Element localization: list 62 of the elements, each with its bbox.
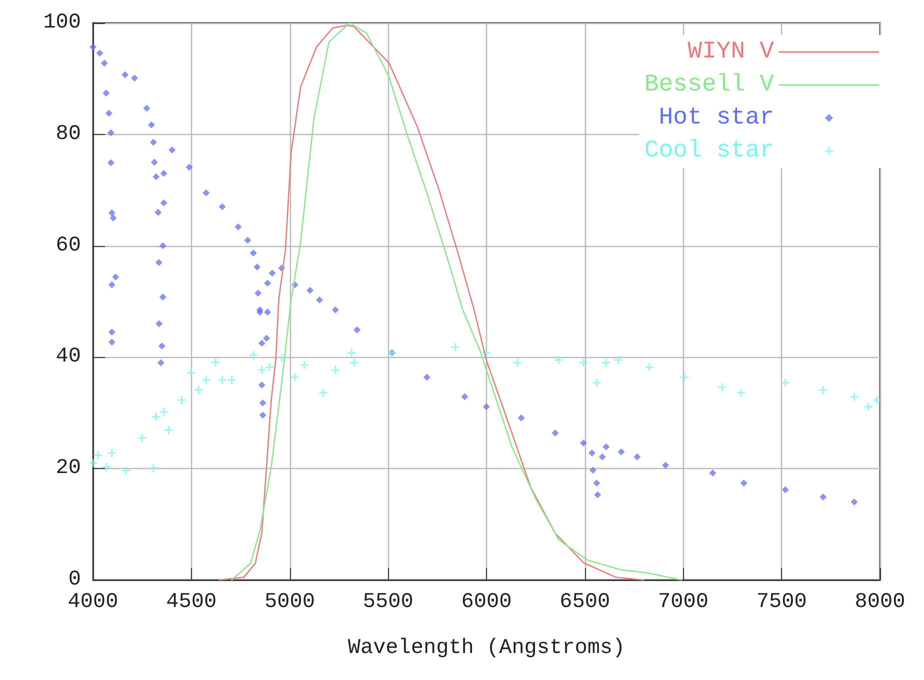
point xyxy=(850,392,858,401)
point xyxy=(94,451,102,460)
point xyxy=(108,449,116,458)
point xyxy=(781,378,790,387)
point xyxy=(451,343,460,352)
y-tick-label: 100 xyxy=(43,12,81,34)
point xyxy=(554,356,563,364)
x-axis-title: Wavelength (Angstroms) xyxy=(348,637,626,660)
y-tick-label: 20 xyxy=(56,457,81,480)
point xyxy=(202,376,210,384)
x-tick-label: 7000 xyxy=(658,591,708,614)
point xyxy=(138,434,146,442)
point xyxy=(645,363,654,372)
point xyxy=(580,358,588,367)
point xyxy=(122,466,130,474)
point xyxy=(149,464,158,472)
point xyxy=(178,396,186,404)
point xyxy=(187,368,196,377)
point xyxy=(819,386,828,394)
point xyxy=(218,376,226,384)
y-tick-label: 60 xyxy=(56,234,81,258)
point xyxy=(680,373,688,382)
point xyxy=(102,462,110,471)
y-tick-label: 40 xyxy=(56,346,81,369)
point xyxy=(258,366,266,374)
point xyxy=(350,358,358,367)
x-tick-label: 5000 xyxy=(264,591,315,614)
point xyxy=(872,396,881,404)
point xyxy=(331,366,340,374)
point xyxy=(290,373,299,382)
point xyxy=(300,361,308,369)
point xyxy=(614,356,622,364)
legend-label: Bessell V xyxy=(644,72,775,98)
point xyxy=(249,350,258,359)
x-tick-label: 7500 xyxy=(756,591,807,614)
legend-label: Cool star xyxy=(644,138,774,164)
point xyxy=(348,348,356,357)
legend-label: Hot star xyxy=(658,104,774,132)
point xyxy=(592,378,601,387)
x-tick-label: 5500 xyxy=(362,591,414,614)
point xyxy=(228,376,236,384)
point xyxy=(194,386,203,394)
x-tick-label: 6000 xyxy=(461,591,512,614)
point xyxy=(602,358,610,367)
y-tick-label: 0 xyxy=(68,568,81,592)
point xyxy=(513,358,522,367)
x-tick-label: 4000 xyxy=(68,591,118,614)
legend-label: WIYN V xyxy=(688,38,775,66)
point xyxy=(718,383,726,392)
x-tick-label: 8000 xyxy=(854,591,906,614)
point xyxy=(89,459,97,468)
point xyxy=(152,412,160,421)
point xyxy=(737,388,746,397)
point xyxy=(319,388,328,397)
point xyxy=(265,363,274,372)
point xyxy=(164,426,173,434)
point xyxy=(864,402,872,411)
x-tick-label: 4500 xyxy=(166,591,217,614)
point xyxy=(160,408,168,416)
y-tick-label: 80 xyxy=(56,122,81,146)
x-tick-label: 6500 xyxy=(560,591,610,614)
point xyxy=(212,358,220,366)
